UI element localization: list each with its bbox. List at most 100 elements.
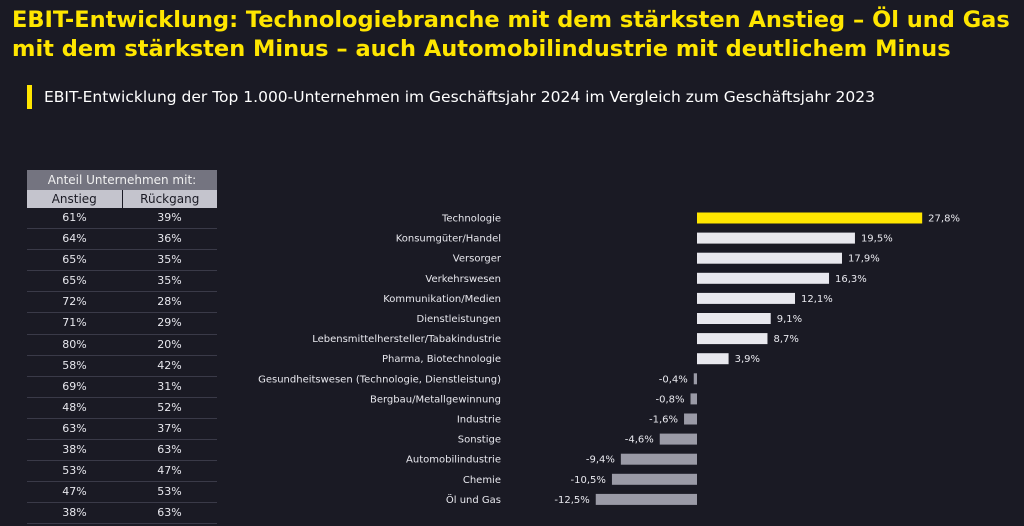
bar: [697, 292, 796, 304]
category-label: Industrie: [457, 415, 501, 426]
bar: [620, 453, 697, 465]
cell-decrease: 31%: [157, 379, 182, 393]
value-label: -1,6%: [649, 415, 678, 426]
bar: [697, 333, 768, 345]
cell-decrease: 42%: [157, 358, 182, 372]
table-row: 53% 47%: [27, 461, 217, 483]
cell-increase: 64%: [62, 232, 87, 246]
table-row: 65% 35%: [27, 250, 217, 272]
table-row: 61% 39%: [27, 208, 217, 230]
bar: [697, 353, 729, 365]
bar: [697, 252, 842, 264]
table-row: 38% 63%: [27, 503, 217, 525]
value-label: 19,5%: [861, 234, 893, 245]
cell-increase: 38%: [62, 443, 87, 457]
cell-decrease: 29%: [157, 316, 182, 330]
table-row: 72% 28%: [27, 292, 217, 314]
value-label: -10,5%: [571, 475, 606, 486]
cell-increase: 58%: [62, 358, 87, 372]
table-row: 65% 35%: [27, 271, 217, 293]
cell-decrease: 63%: [157, 443, 182, 457]
table-row: 63% 37%: [27, 419, 217, 441]
value-label: 9,1%: [777, 314, 802, 325]
category-label: Dienstleistungen: [417, 314, 501, 325]
table-row: 80% 20%: [27, 335, 217, 356]
category-label: Sonstige: [458, 435, 501, 446]
cell-decrease: 53%: [157, 485, 182, 499]
value-label: -0,4%: [659, 374, 688, 385]
column-header-decrease: Rückgang: [140, 192, 200, 206]
table-body: 61% 39% 64% 36% 65% 35% 65% 35% 72% 28% 71% 29% 80% 2…: [27, 208, 217, 525]
category-label: Pharma, Biotechnologie: [382, 354, 501, 365]
cell-increase: 71%: [62, 316, 87, 330]
value-label: -9,4%: [586, 455, 615, 466]
cell-increase: 69%: [62, 379, 87, 393]
cell-increase: 65%: [62, 274, 87, 288]
table-column-headers: Anstieg Rückgang: [27, 190, 217, 208]
category-label: Lebensmittelhersteller/Tabakindustrie: [312, 334, 501, 345]
category-label: Verkehrswesen: [425, 274, 501, 285]
cell-decrease: 47%: [157, 464, 182, 478]
chart-subtitle: EBIT-Entwicklung der Top 1.000-Unternehm…: [44, 88, 875, 106]
bar: [693, 373, 697, 385]
cell-decrease: 35%: [157, 274, 182, 288]
cell-decrease: 37%: [157, 421, 182, 435]
cell-increase: 80%: [62, 337, 87, 351]
cell-decrease: 39%: [157, 211, 182, 224]
bar: [595, 493, 697, 505]
table-row: 69% 31%: [27, 377, 217, 398]
table-header: Anteil Unternehmen mit:: [27, 170, 217, 190]
value-label: -4,6%: [625, 435, 654, 446]
cell-increase: 61%: [62, 211, 87, 224]
category-label: Automobilindustrie: [406, 455, 501, 466]
bar: [697, 212, 923, 224]
table-row: 64% 36%: [27, 229, 217, 251]
value-label: 3,9%: [735, 354, 760, 365]
category-label: Kommunikation/Medien: [383, 294, 501, 305]
bar: [697, 232, 855, 244]
cell-decrease: 63%: [157, 506, 182, 520]
category-label: Gesundheitswesen (Technologie, Dienstlei…: [258, 374, 501, 385]
bar: [611, 473, 697, 485]
value-label: -0,8%: [656, 394, 685, 405]
share-table: Anteil Unternehmen mit: Anstieg Rückgang…: [27, 170, 217, 525]
category-label: Bergbau/Metallgewinnung: [370, 394, 501, 405]
bar: [690, 393, 697, 405]
bar: [659, 433, 697, 445]
category-label: Technologie: [441, 214, 501, 225]
bar: [697, 313, 771, 324]
value-label: 8,7%: [773, 334, 798, 345]
cell-decrease: 36%: [157, 232, 182, 246]
category-label: Konsumgüter/Handel: [396, 234, 501, 245]
cell-increase: 63%: [62, 421, 87, 435]
value-label: 16,3%: [835, 274, 867, 285]
value-label: 27,8%: [928, 214, 960, 225]
cell-increase: 72%: [62, 295, 87, 309]
table-row: 38% 63%: [27, 440, 217, 462]
subtitle-accent-bar: [27, 85, 32, 109]
cell-decrease: 52%: [157, 400, 182, 414]
cell-increase: 65%: [62, 253, 87, 267]
cell-decrease: 35%: [157, 253, 182, 267]
cell-increase: 48%: [62, 400, 87, 414]
table-row: 71% 29%: [27, 313, 217, 335]
value-label: -12,5%: [554, 495, 589, 506]
value-label: 12,1%: [801, 294, 833, 305]
bar: [697, 272, 830, 284]
cell-decrease: 20%: [157, 337, 182, 351]
category-label: Öl und Gas: [446, 493, 501, 506]
cell-decrease: 28%: [157, 295, 182, 309]
table-row: 58% 42%: [27, 356, 217, 377]
category-label: Versorger: [453, 254, 502, 265]
category-label: Chemie: [463, 475, 501, 486]
column-header-increase: Anstieg: [27, 190, 123, 208]
cell-increase: 38%: [62, 506, 87, 520]
table-row: 47% 53%: [27, 482, 217, 504]
table-row: 48% 52%: [27, 398, 217, 419]
bar: [684, 413, 697, 425]
cell-increase: 53%: [62, 464, 87, 478]
page-title: EBIT-Entwicklung: Technologiebranche mit…: [12, 7, 1010, 62]
value-label: 17,9%: [848, 254, 880, 265]
cell-increase: 47%: [62, 485, 87, 499]
